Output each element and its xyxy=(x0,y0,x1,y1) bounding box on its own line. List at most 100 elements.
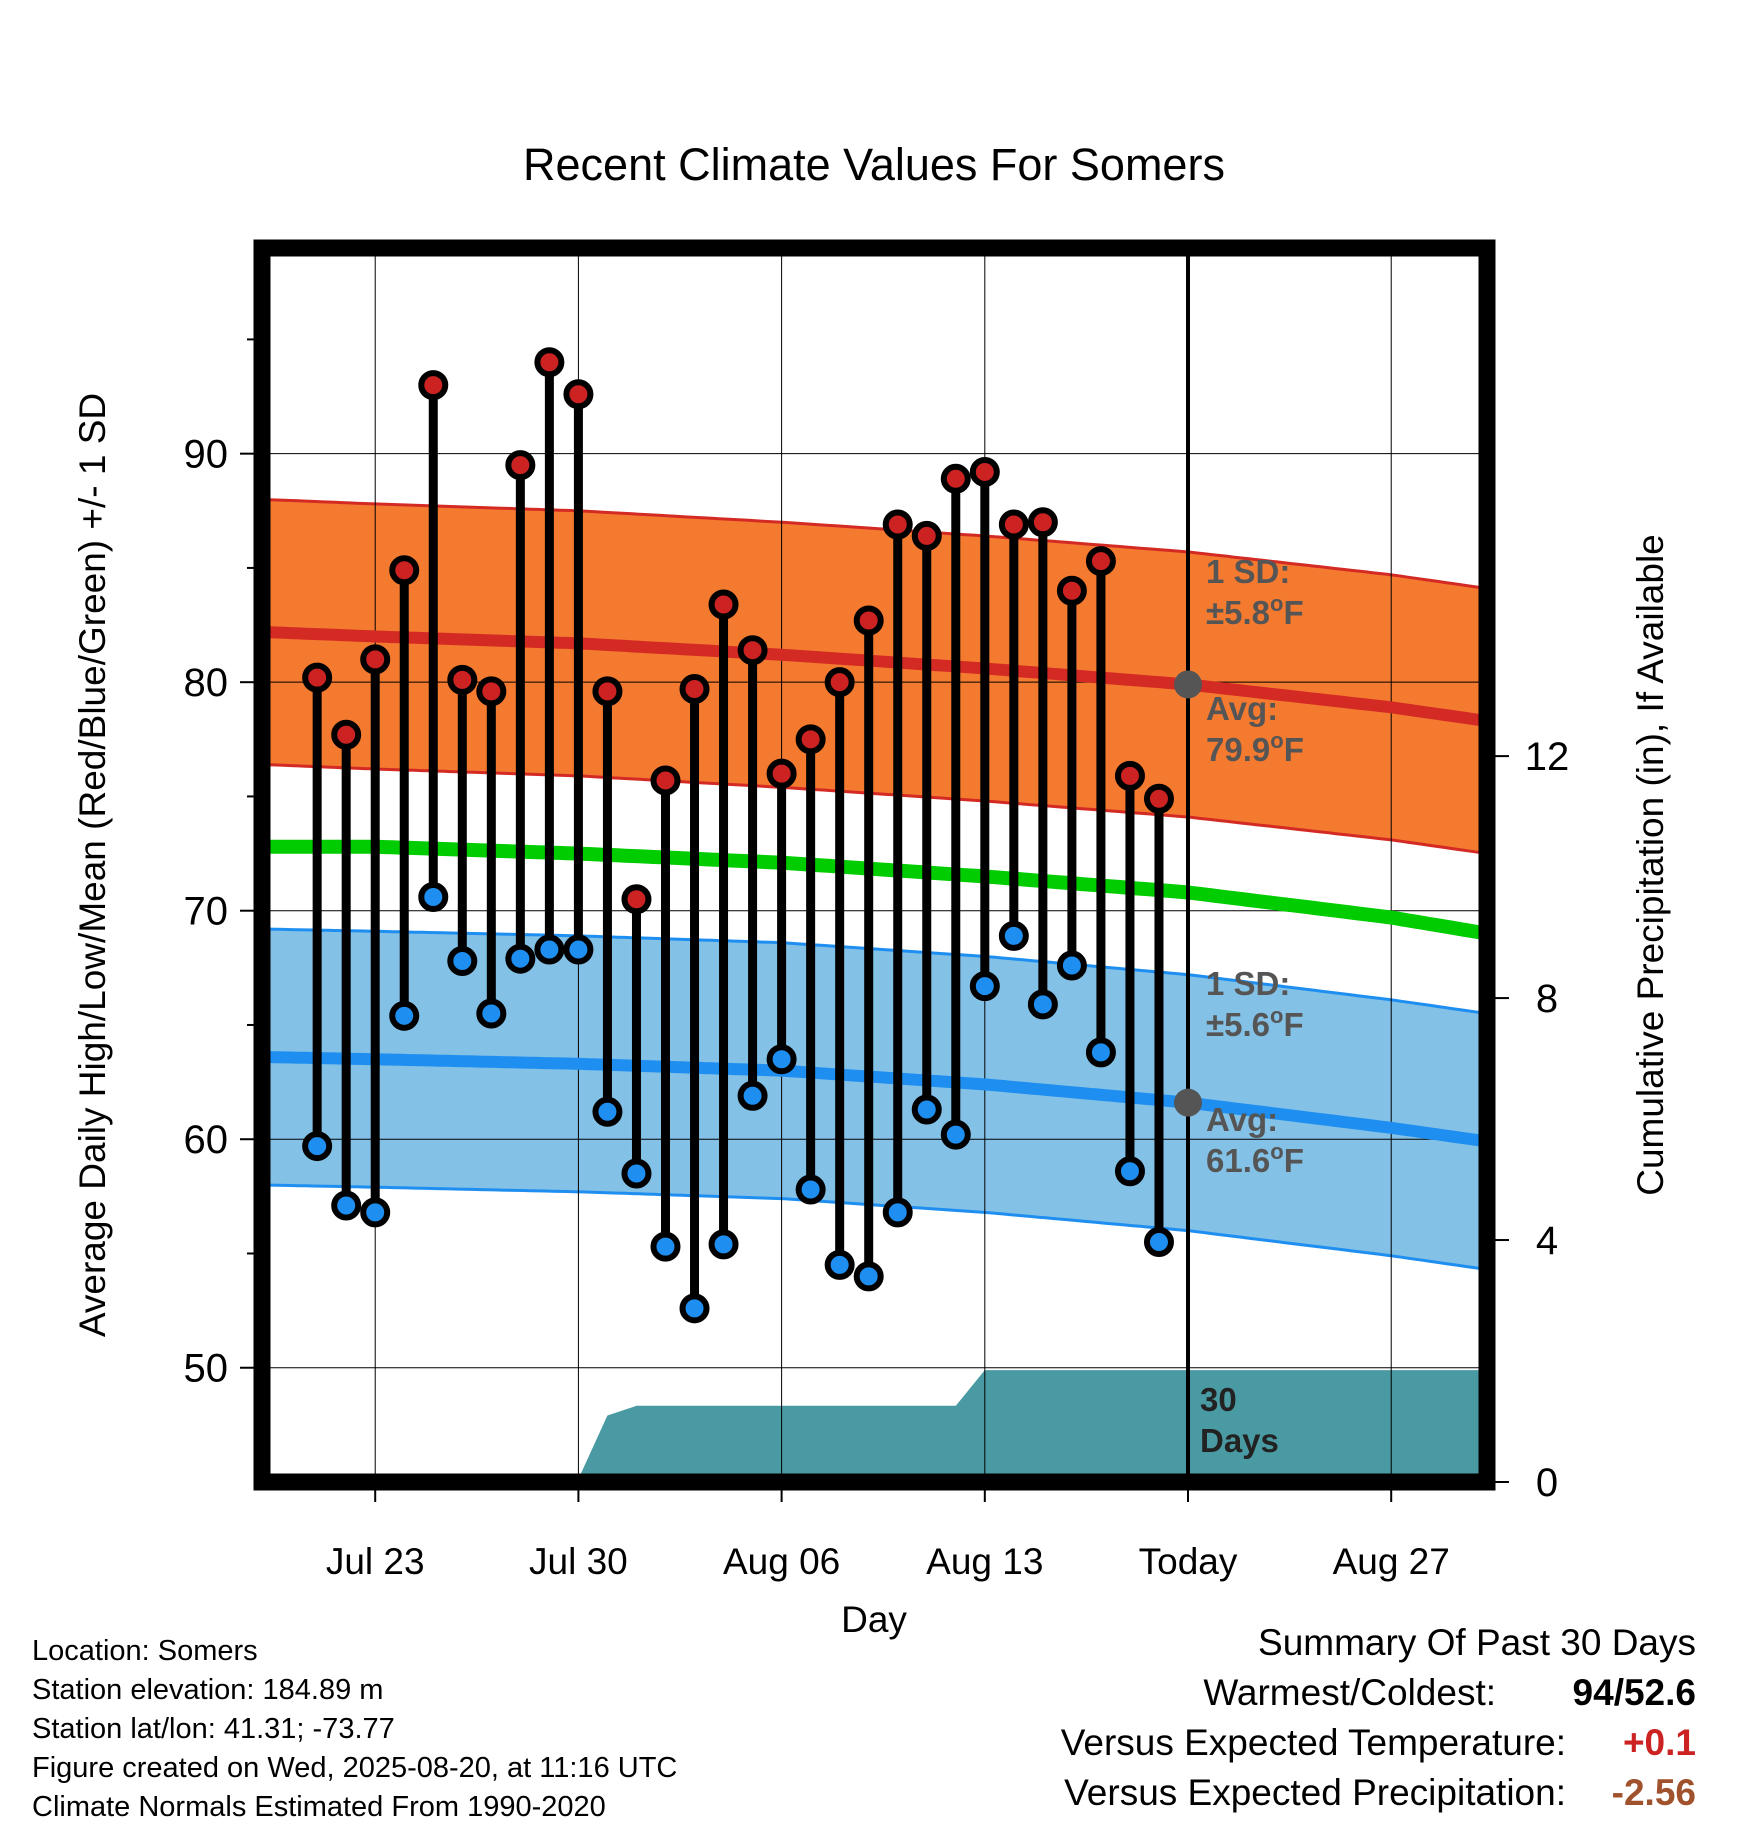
daily-high-point xyxy=(737,635,768,666)
precip-period-label-line2: Days xyxy=(1200,1422,1279,1459)
y-tick-label: 90 xyxy=(184,433,229,477)
summary-warmest-coldest: 94/52.6 xyxy=(1572,1672,1696,1713)
daily-high-point xyxy=(302,662,333,693)
daily-low-point xyxy=(621,1158,652,1189)
low-avg-annotation-line: Avg: xyxy=(1206,1101,1278,1138)
daily-high-point xyxy=(998,509,1029,540)
daily-low-point xyxy=(766,1044,797,1075)
daily-high-point xyxy=(766,758,797,789)
daily-high-point xyxy=(360,644,391,675)
summary-precip-value: -2.56 xyxy=(1611,1772,1696,1813)
daily-high-point xyxy=(708,589,739,620)
y-tick-label: 80 xyxy=(184,661,229,705)
daily-high-point xyxy=(824,667,855,698)
daily-high-point xyxy=(563,379,594,410)
daily-low-point xyxy=(476,998,507,1029)
daily-high-point xyxy=(853,605,884,636)
today-high-normal-marker xyxy=(1174,670,1203,699)
daily-high-point xyxy=(882,509,913,540)
today-low-normal-marker xyxy=(1174,1088,1203,1117)
high-sd-annotation-line: 1 SD: xyxy=(1206,553,1290,590)
low-sd-annotation-line: 1 SD: xyxy=(1206,965,1290,1002)
low-avg-annotation-line: 61.6oF xyxy=(1206,1139,1304,1179)
y-axis-label: Average Daily High/Low/Mean (Red/Blue/Gr… xyxy=(72,393,113,1337)
daily-low-point xyxy=(1085,1037,1116,1068)
daily-low-point xyxy=(389,1000,420,1031)
daily-observations xyxy=(302,347,1174,1324)
daily-low-point xyxy=(824,1249,855,1280)
daily-low-point xyxy=(911,1094,942,1125)
x-tick-label: Jul 30 xyxy=(529,1541,628,1582)
high-avg-annotation-line: 79.9oF xyxy=(1206,728,1304,768)
daily-low-point xyxy=(679,1293,710,1324)
summary-title: Summary Of Past 30 Days xyxy=(1258,1622,1696,1663)
daily-high-point xyxy=(447,664,478,695)
daily-low-point xyxy=(737,1080,768,1111)
summary-temp-value: +0.1 xyxy=(1622,1722,1696,1763)
daily-high-point xyxy=(592,676,623,707)
summary-warmest-value: 94 xyxy=(1572,1672,1614,1713)
info-location: Location: Somers xyxy=(32,1635,258,1667)
high-sd-annotation-line: ±5.8oF xyxy=(1206,591,1304,631)
daily-low-point xyxy=(505,943,536,974)
daily-low-point xyxy=(331,1190,362,1221)
x-tick-label: Jul 23 xyxy=(326,1541,425,1582)
plot-frame xyxy=(253,239,1496,1491)
daily-high-point xyxy=(389,555,420,586)
daily-low-point xyxy=(853,1261,884,1292)
y2-tick-label: 12 xyxy=(1525,735,1570,779)
info-created: Figure created on Wed, 2025-08-20, at 11… xyxy=(32,1752,678,1784)
daily-high-point xyxy=(969,456,1000,487)
daily-low-point xyxy=(998,920,1029,951)
daily-high-point xyxy=(1027,507,1058,538)
y2-tick-label: 8 xyxy=(1536,977,1558,1021)
info-elevation: Station elevation: 184.89 m xyxy=(32,1674,384,1706)
chart-title: Recent Climate Values For Somers xyxy=(523,139,1225,190)
y2-tick-label: 0 xyxy=(1536,1461,1558,1505)
precip-area xyxy=(262,1370,1487,1482)
daily-high-point xyxy=(650,765,681,796)
daily-low-point xyxy=(360,1197,391,1228)
summary-coldest-value: 52.6 xyxy=(1623,1672,1696,1713)
daily-high-point xyxy=(795,724,826,755)
daily-low-point xyxy=(882,1197,913,1228)
high-sd-upper-edge xyxy=(261,497,1482,590)
daily-low-point xyxy=(708,1229,739,1260)
y2-tick-label: 4 xyxy=(1536,1219,1558,1263)
daily-high-point xyxy=(679,674,710,705)
daily-low-point xyxy=(1027,989,1058,1020)
daily-low-point xyxy=(795,1174,826,1205)
y-tick-label: 60 xyxy=(184,1118,229,1162)
daily-high-point xyxy=(1143,783,1174,814)
summary-temp-label: Versus Expected Temperature: xyxy=(1060,1722,1566,1763)
x-tick-label: Aug 27 xyxy=(1333,1541,1450,1582)
precip-period-label-line1: 30 xyxy=(1200,1381,1237,1418)
daily-low-point xyxy=(1114,1156,1145,1187)
daily-high-point xyxy=(1085,546,1116,577)
summary-precip-label: Versus Expected Precipitation: xyxy=(1064,1772,1566,1813)
daily-high-point xyxy=(1056,575,1087,606)
daily-low-point xyxy=(592,1096,623,1127)
daily-high-point xyxy=(621,884,652,915)
x-tick-label: Today xyxy=(1139,1541,1238,1582)
daily-high-point xyxy=(534,347,565,378)
daily-low-point xyxy=(940,1119,971,1150)
daily-high-point xyxy=(331,719,362,750)
y-tick-label: 50 xyxy=(184,1347,229,1391)
low-sd-annotation-line: ±5.6oF xyxy=(1206,1003,1304,1043)
x-tick-label: Aug 13 xyxy=(926,1541,1043,1582)
daily-high-point xyxy=(940,463,971,494)
daily-low-point xyxy=(969,971,1000,1002)
daily-high-point xyxy=(911,520,942,551)
daily-low-point xyxy=(1143,1227,1174,1258)
daily-low-point xyxy=(534,934,565,965)
daily-low-point xyxy=(650,1231,681,1262)
daily-low-point xyxy=(302,1131,333,1162)
daily-high-point xyxy=(418,370,449,401)
daily-low-point xyxy=(563,934,594,965)
high-avg-annotation-line: Avg: xyxy=(1206,690,1278,727)
info-normals: Climate Normals Estimated From 1990-2020 xyxy=(32,1791,606,1823)
info-latlon: Station lat/lon: 41.31; -73.77 xyxy=(32,1713,395,1745)
daily-high-point xyxy=(476,676,507,707)
